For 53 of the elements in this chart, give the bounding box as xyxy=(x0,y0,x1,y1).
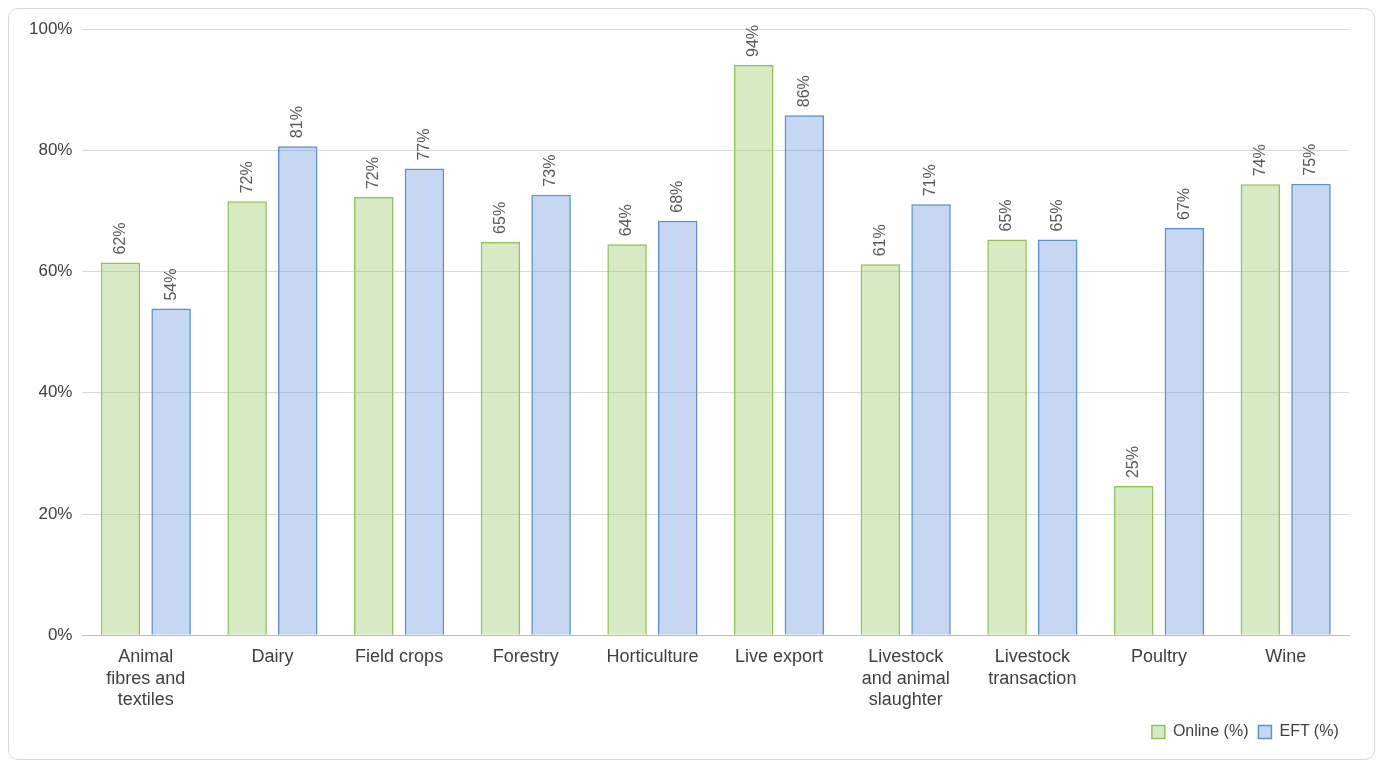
bar xyxy=(151,308,191,635)
bar xyxy=(1240,184,1281,635)
legend-label: EFT (%) xyxy=(1279,722,1339,740)
bar xyxy=(657,220,698,635)
data-label: 77% xyxy=(414,128,432,161)
data-label: 73% xyxy=(541,154,559,187)
bar xyxy=(733,64,774,635)
data-label: 72% xyxy=(364,157,382,190)
bar xyxy=(278,146,318,635)
x-tick-label: Animal fibres and textiles xyxy=(106,645,186,710)
bar xyxy=(227,201,267,635)
x-tick-label: Horticulture xyxy=(606,645,699,666)
bar xyxy=(354,197,394,635)
bar xyxy=(1037,239,1078,635)
data-label: 71% xyxy=(921,164,939,197)
data-label: 65% xyxy=(997,199,1015,232)
y-tick-label: 80% xyxy=(38,140,73,160)
legend-label: Online (%) xyxy=(1172,722,1249,740)
bar xyxy=(1113,486,1154,635)
data-label: 86% xyxy=(794,75,812,108)
data-label: 75% xyxy=(1301,143,1319,176)
y-tick-label: 20% xyxy=(38,503,73,523)
y-tick-label: 0% xyxy=(47,624,73,644)
y-tick-label: 40% xyxy=(38,382,73,402)
x-tick-label: Poultry xyxy=(1131,645,1188,666)
y-tick-label: 100% xyxy=(29,18,73,38)
data-label: 54% xyxy=(161,268,179,301)
bar xyxy=(1164,227,1205,635)
data-label: 67% xyxy=(1174,187,1192,220)
bar xyxy=(860,264,901,635)
data-label: 65% xyxy=(490,201,508,234)
data-label: 25% xyxy=(1124,446,1142,479)
bar xyxy=(784,115,825,635)
x-tick-label: Wine xyxy=(1265,645,1307,666)
data-label: 61% xyxy=(870,224,888,257)
data-label: 81% xyxy=(288,106,306,139)
y-tick-label: 60% xyxy=(38,261,73,281)
bar xyxy=(404,168,445,635)
data-label: 72% xyxy=(237,161,255,194)
x-tick-label: Forestry xyxy=(492,645,559,666)
data-label: 64% xyxy=(617,204,635,237)
x-tick-label: Live export xyxy=(735,645,824,666)
bar xyxy=(100,262,141,635)
data-label: 65% xyxy=(1048,199,1066,232)
data-label: 74% xyxy=(1250,144,1268,177)
data-label: 94% xyxy=(744,24,762,57)
data-label: 62% xyxy=(110,222,128,255)
bar xyxy=(480,241,521,635)
x-tick-label: Livestock transaction xyxy=(988,645,1077,688)
x-tick-label: Livestock and animal slaughter xyxy=(861,645,950,710)
data-label: 68% xyxy=(668,180,686,213)
x-tick-label: Dairy xyxy=(251,645,294,666)
x-tick-label: Field crops xyxy=(355,645,444,666)
